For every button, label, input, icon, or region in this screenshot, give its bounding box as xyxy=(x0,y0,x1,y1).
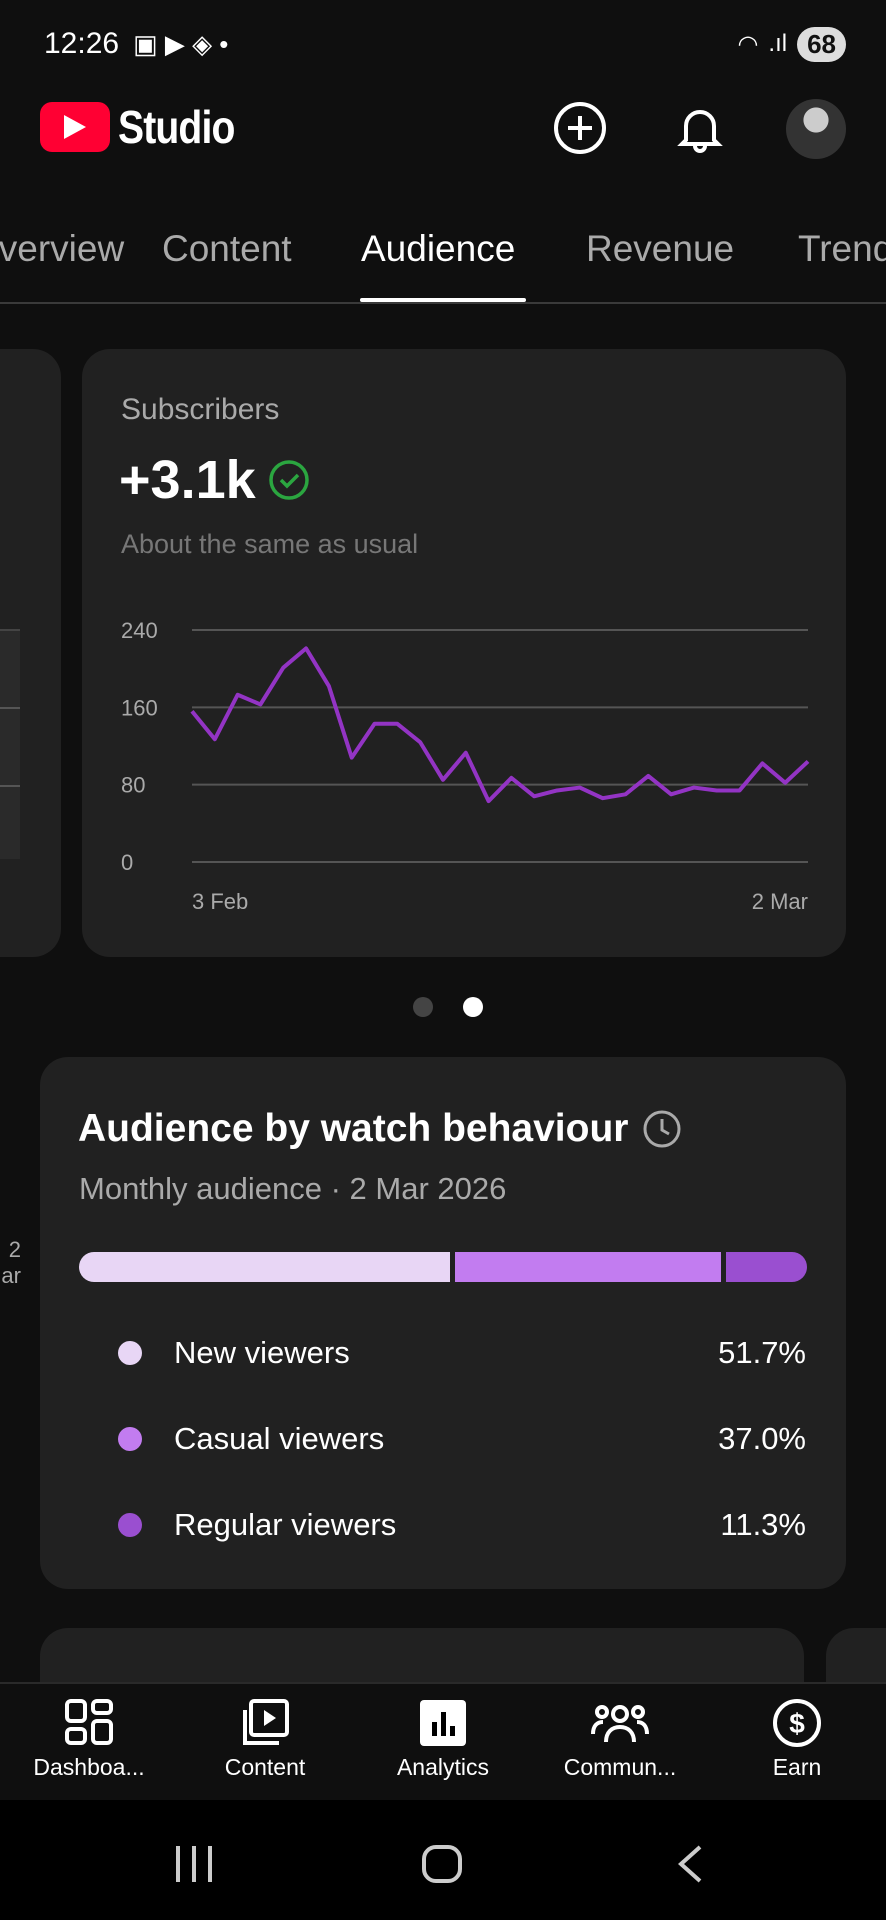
y-tick-label: 80 xyxy=(121,773,145,798)
nav-label: Analytics xyxy=(396,1754,490,1780)
status-bar: 12:26 ▣ ▶ ◈ • ◠ .ıl 68 xyxy=(44,22,846,66)
tab-overview[interactable]: Overview xyxy=(0,228,125,269)
legend-dot xyxy=(118,1427,142,1451)
bottom-navigation: Dashboa... Content Analytics Commun... $… xyxy=(0,1682,886,1800)
earn-dollar-icon: $ xyxy=(773,1699,821,1747)
analytics-tabs: Overview Content Audience Revenue Trends xyxy=(0,222,886,304)
card-subtitle: Monthly audience · 2 Mar 2026 xyxy=(79,1171,507,1206)
check-circle-icon xyxy=(268,460,309,500)
avatar[interactable] xyxy=(786,99,846,159)
tab-content[interactable]: Content xyxy=(162,228,292,269)
previous-metric-card[interactable]: 2 Mar xyxy=(0,349,61,1288)
app-name: Studio xyxy=(118,101,235,153)
nav-dashboard[interactable]: Dashboa... xyxy=(4,1698,174,1781)
active-tab-indicator xyxy=(360,298,526,302)
bar-segment-2 xyxy=(725,1252,807,1282)
nav-content[interactable]: Content xyxy=(180,1698,350,1781)
legend-dot xyxy=(118,1513,142,1537)
card-title: Subscribers xyxy=(121,393,280,426)
carousel-dot-active[interactable] xyxy=(463,997,483,1017)
legend-value: 37.0% xyxy=(718,1421,806,1456)
nav-label: Content xyxy=(224,1754,306,1780)
carousel-dots xyxy=(413,997,483,1017)
create-plus-icon[interactable] xyxy=(552,100,608,156)
subscribers-card[interactable]: Subscribers +3.1k About the same as usua… xyxy=(82,349,846,957)
prev-chart-x-label: 2 Mar xyxy=(0,1237,21,1288)
signal-icon: .ıl xyxy=(768,30,788,57)
bar-segment-1 xyxy=(455,1252,721,1282)
legend-label: New viewers xyxy=(174,1335,350,1370)
status-time: 12:26 xyxy=(44,27,120,60)
nav-label: Earn xyxy=(772,1754,822,1780)
nav-label: Dashboa... xyxy=(33,1754,145,1780)
y-tick-label: 160 xyxy=(121,695,158,720)
back-icon[interactable] xyxy=(676,1844,704,1884)
subscribers-value: +3.1k xyxy=(119,450,256,510)
youtube-studio-logo[interactable]: Studio xyxy=(40,100,255,154)
home-icon[interactable] xyxy=(421,1844,463,1884)
nav-label: Commun... xyxy=(563,1754,677,1780)
notification-icons: ▣ ▶ ◈ • xyxy=(133,28,229,59)
nav-earn[interactable]: $ Earn xyxy=(712,1698,882,1781)
subscribers-series-line xyxy=(190,646,810,804)
legend-dot xyxy=(118,1341,142,1365)
watch-behaviour-bar xyxy=(79,1252,807,1282)
legend-row: New viewers 51.7% xyxy=(118,1335,806,1371)
legend-value: 51.7% xyxy=(718,1335,806,1370)
legend-value: 11.3% xyxy=(720,1507,806,1542)
comparison-note: About the same as usual xyxy=(121,529,419,559)
x-tick-label: 3 Feb xyxy=(192,889,248,914)
notifications-bell-icon[interactable] xyxy=(672,100,728,156)
youtube-logo-icon xyxy=(40,102,110,152)
clock-icon[interactable] xyxy=(642,1109,682,1149)
bar-segment-0 xyxy=(79,1252,451,1282)
subscribers-line-chart: 0 80 160 240 3 Feb 2 Mar xyxy=(121,618,810,914)
system-navigation-bar xyxy=(0,1800,886,1920)
carousel-dot[interactable] xyxy=(413,997,433,1017)
content-icon xyxy=(243,1699,289,1745)
tab-revenue[interactable]: Revenue xyxy=(586,228,735,269)
nav-community[interactable]: Commun... xyxy=(535,1698,705,1781)
tab-trends[interactable]: Trends xyxy=(798,228,886,269)
watch-behaviour-card[interactable]: Audience by watch behaviour Monthly audi… xyxy=(40,1057,846,1589)
x-tick-label: 2 Mar xyxy=(752,889,808,914)
prev-chart-fragment xyxy=(0,629,20,859)
dashboard-icon xyxy=(65,1699,113,1745)
nav-analytics-active[interactable]: Analytics xyxy=(358,1698,528,1781)
card-title: Audience by watch behaviour xyxy=(78,1107,629,1150)
legend-label: Casual viewers xyxy=(174,1421,385,1456)
recent-apps-icon[interactable] xyxy=(174,1846,214,1882)
legend-row: Regular viewers 11.3% xyxy=(118,1507,806,1543)
tab-audience[interactable]: Audience xyxy=(361,228,516,269)
svg-text:$: $ xyxy=(789,1708,805,1739)
y-tick-label: 240 xyxy=(121,618,158,643)
legend-row: Casual viewers 37.0% xyxy=(118,1421,806,1457)
legend-label: Regular viewers xyxy=(174,1507,397,1542)
y-tick-label: 0 xyxy=(121,850,133,875)
battery-indicator: 68 xyxy=(797,26,846,62)
analytics-icon xyxy=(420,1700,466,1746)
wifi-icon: ◠ xyxy=(737,30,759,58)
community-icon xyxy=(591,1705,649,1743)
